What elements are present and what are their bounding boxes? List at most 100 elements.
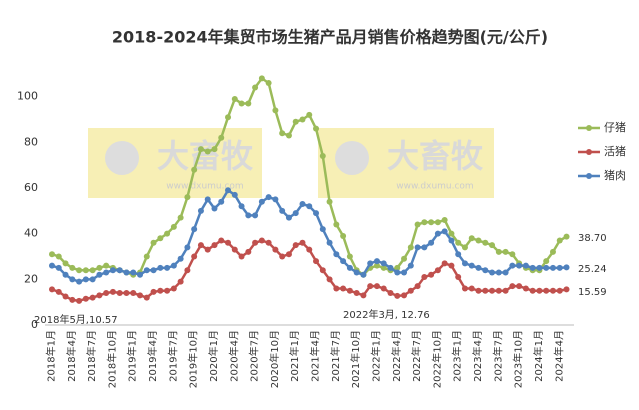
data-point <box>225 187 232 194</box>
data-point <box>319 226 326 233</box>
data-point <box>252 212 259 219</box>
data-point <box>373 283 380 290</box>
x-tick-label: 2020年1月 <box>207 330 220 382</box>
data-point <box>265 239 272 246</box>
x-tick-label: 2019年1月 <box>126 330 139 382</box>
data-point <box>414 221 421 228</box>
x-tick-label: 2021年1月 <box>288 330 301 382</box>
data-point <box>103 262 110 269</box>
data-point <box>563 264 570 271</box>
x-tick-label: 2018年1月 <box>45 330 58 382</box>
data-point <box>285 214 292 221</box>
legend-marker <box>586 149 592 155</box>
legend-label: 猪肉 <box>604 169 626 182</box>
data-point <box>421 219 428 226</box>
data-point <box>461 285 468 292</box>
data-point <box>258 198 265 205</box>
data-point <box>407 244 414 251</box>
data-point <box>272 196 279 203</box>
data-point <box>197 207 204 214</box>
data-point <box>455 239 462 246</box>
data-point <box>49 262 55 269</box>
y-tick-label: 80 <box>24 135 38 148</box>
data-point <box>204 246 211 253</box>
data-point <box>353 290 360 297</box>
data-point <box>164 287 171 294</box>
data-point <box>49 251 55 258</box>
data-point <box>137 292 144 299</box>
data-point <box>238 253 245 260</box>
data-point <box>468 285 475 292</box>
data-point <box>130 269 137 276</box>
legend-label: 活猪 <box>604 145 626 158</box>
data-point <box>306 203 313 210</box>
data-point <box>96 292 103 299</box>
data-point <box>543 287 550 294</box>
data-point <box>346 264 353 271</box>
data-point <box>76 278 83 285</box>
data-point <box>502 248 509 255</box>
data-point <box>313 210 320 217</box>
data-point <box>96 264 103 271</box>
x-tick-label: 2019年4月 <box>146 330 159 382</box>
data-point <box>272 107 279 114</box>
data-point <box>62 260 69 267</box>
data-point <box>441 228 448 235</box>
x-tick-label: 2022年4月 <box>390 330 403 382</box>
y-tick-label: 60 <box>24 181 38 194</box>
data-point <box>204 196 211 203</box>
data-point <box>82 276 89 283</box>
data-point <box>150 239 157 246</box>
data-point <box>96 271 103 278</box>
data-point <box>428 271 435 278</box>
y-tick-label: 100 <box>17 90 38 103</box>
data-point <box>123 290 130 297</box>
data-point <box>367 283 374 290</box>
data-point <box>116 267 123 274</box>
data-point <box>489 287 496 294</box>
data-point <box>367 260 374 267</box>
data-point <box>401 292 408 299</box>
x-tick-label: 2020年10月 <box>268 330 281 388</box>
legend-marker <box>586 125 592 131</box>
data-point <box>556 237 563 244</box>
data-point <box>218 237 225 244</box>
data-point <box>285 251 292 258</box>
data-point <box>211 205 218 212</box>
data-point <box>421 244 428 251</box>
data-point <box>489 242 496 249</box>
data-point <box>164 230 171 237</box>
data-point <box>252 239 259 246</box>
data-point <box>522 262 529 269</box>
legend-marker <box>586 173 592 179</box>
chart-title: 2018-2024年集贸市场生猪产品月销售价格趋势图(元/公斤) <box>112 28 548 47</box>
data-point <box>489 269 496 276</box>
data-point <box>225 114 232 121</box>
data-point <box>333 285 340 292</box>
data-point <box>407 287 414 294</box>
data-point <box>434 267 441 274</box>
watermark-url: www.dxumu.com <box>396 182 473 192</box>
data-point <box>137 271 144 278</box>
data-point <box>285 132 292 139</box>
data-point <box>509 283 516 290</box>
data-point <box>380 260 387 267</box>
data-point <box>401 269 408 276</box>
x-tick-label: 2023年1月 <box>451 330 464 382</box>
data-point <box>177 214 184 221</box>
data-point <box>272 246 279 253</box>
data-point <box>231 246 238 253</box>
data-point <box>279 130 286 137</box>
data-point <box>353 269 360 276</box>
data-point <box>441 260 448 267</box>
data-point <box>69 296 76 303</box>
x-tick-label: 2023年10月 <box>512 330 525 388</box>
data-point <box>103 269 110 276</box>
watermark: 大畜牧 <box>157 137 254 175</box>
data-point <box>306 111 313 118</box>
data-point <box>495 287 502 294</box>
data-point <box>89 276 96 283</box>
data-point <box>509 251 516 258</box>
x-tick-label: 2024年1月 <box>532 330 545 382</box>
